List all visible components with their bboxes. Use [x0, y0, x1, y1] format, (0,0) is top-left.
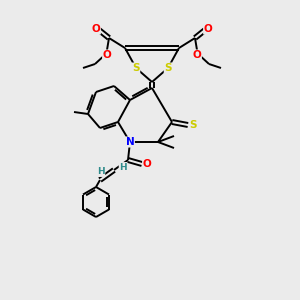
- Text: O: O: [193, 50, 201, 60]
- Text: O: O: [103, 50, 111, 60]
- Text: S: S: [132, 63, 140, 73]
- Text: H: H: [119, 163, 127, 172]
- Text: O: O: [142, 159, 152, 169]
- Text: O: O: [92, 24, 100, 34]
- Text: S: S: [164, 63, 172, 73]
- Text: O: O: [204, 24, 212, 34]
- Text: H: H: [97, 167, 105, 176]
- Text: N: N: [126, 137, 134, 147]
- Text: S: S: [189, 120, 197, 130]
